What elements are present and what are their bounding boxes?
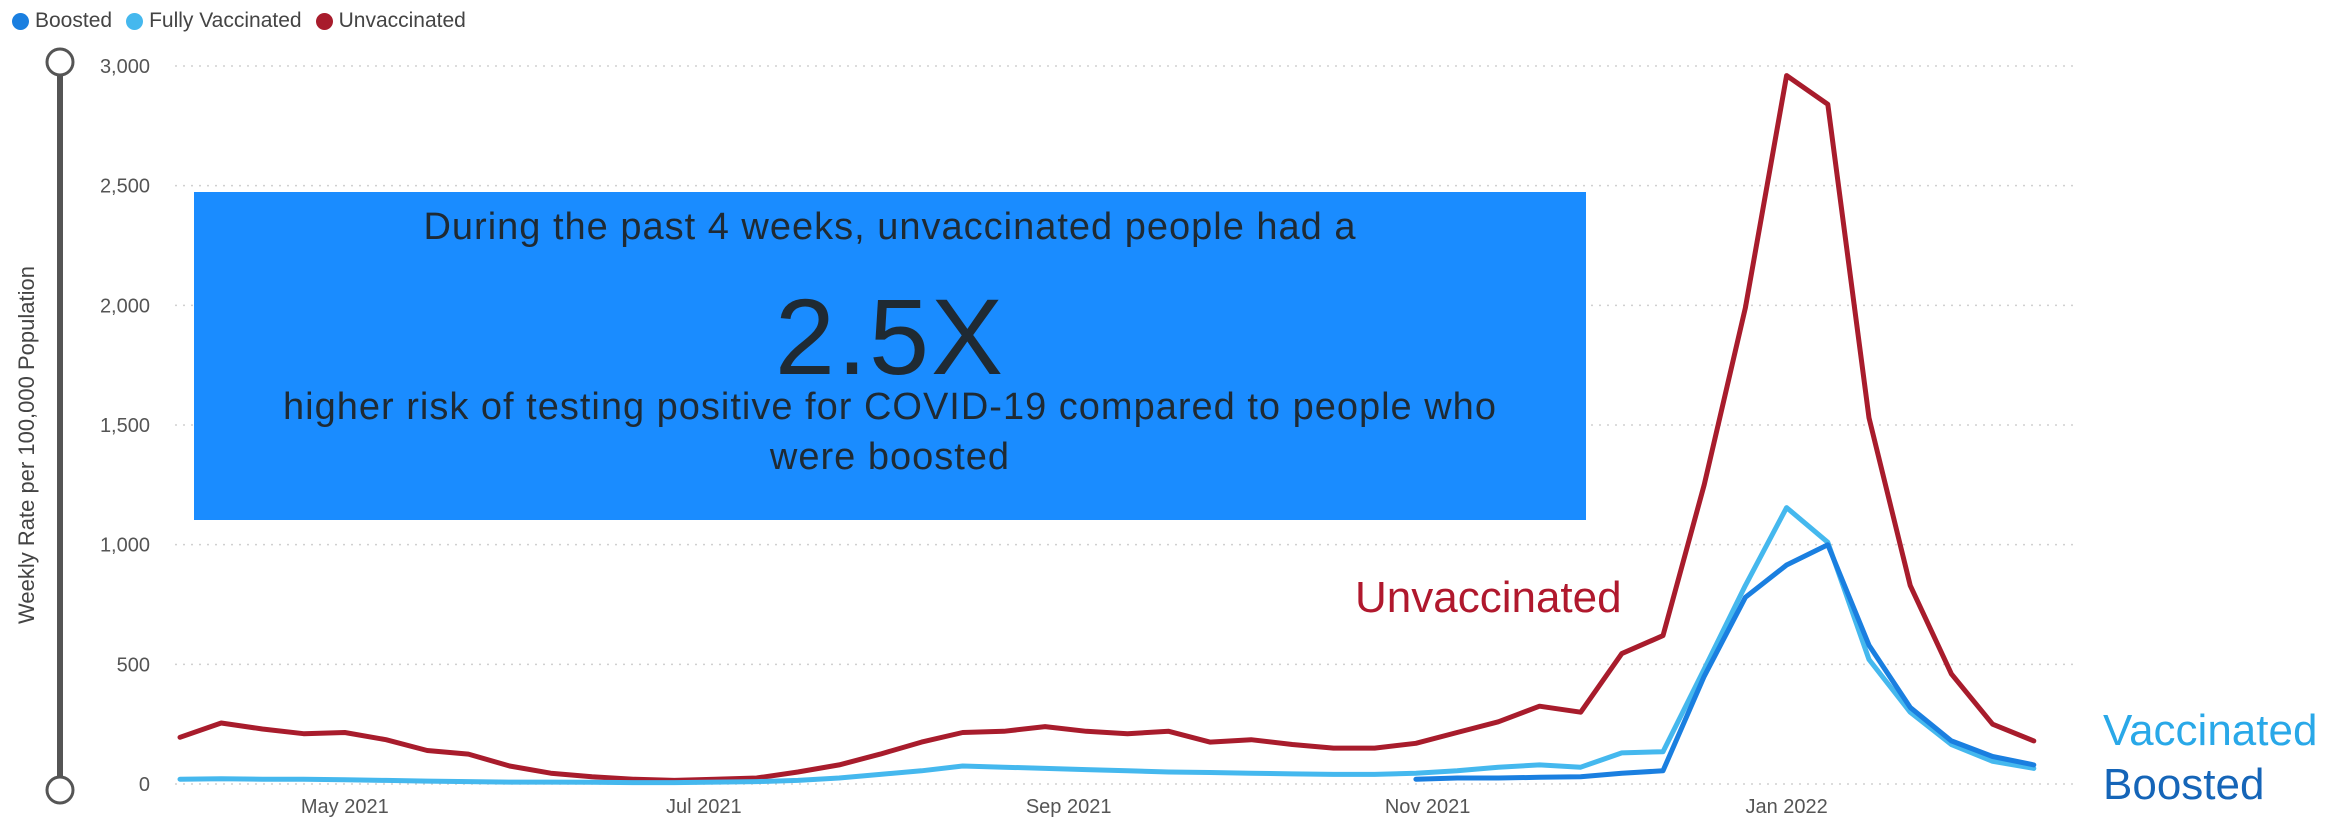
y-tick-label: 500 [117,654,150,676]
x-axis-ticks: May 2021 Jul 2021 Sep 2021 Nov 2021 Jan 2022 [301,796,1828,818]
legend-dot-unvaccinated [315,12,333,30]
series-line-vaccinated[interactable] [177,505,2037,786]
y-tick-label: 2,500 [100,176,150,198]
legend-item-boosted[interactable]: Boosted [12,9,112,33]
x-tick-label: Sep 2021 [1026,796,1112,818]
y-axis-label: Weekly Rate per 100,000 Population [14,266,39,624]
slider-handle-top[interactable] [45,47,75,77]
legend-label-unvaccinated: Unvaccinated [338,9,466,32]
legend-dot-vaccinated [126,12,144,30]
x-tick-label: Nov 2021 [1385,796,1471,818]
unvaccinated-series-label: Unvaccinated [1355,573,1622,622]
legend-item-unvaccinated[interactable]: Unvaccinated [315,9,466,33]
y-tick-label: 0 [139,774,150,796]
series-line-boosted[interactable] [1413,542,2037,782]
vaccinated-series-label: Vaccinated [2103,706,2318,755]
y-tick-label: 2,000 [100,295,150,317]
series-lines [177,73,2037,786]
boosted-series-label: Boosted [2103,760,2265,809]
series-line-unvaccinated[interactable] [177,73,2037,783]
x-tick-label: May 2021 [301,796,389,818]
y-axis-ticks: 0 500 1,000 1,500 2,000 2,500 3,000 [100,56,150,796]
slider-handle-bottom[interactable] [45,775,75,805]
x-tick-label: Jul 2021 [666,796,742,818]
callout-ratio: 2.5X [774,276,1006,397]
legend-dot-boosted [12,12,29,30]
callout-line2: higher risk of testing positive for COVI… [283,386,1497,478]
y-tick-label: 1,500 [100,415,150,437]
y-tick-label: 1,000 [100,535,150,557]
callout-line1: During the past 4 weeks, unvaccinated pe… [423,206,1357,248]
legend-label-vaccinated: Fully Vaccinated [149,9,302,32]
legend-item-vaccinated[interactable]: Fully Vaccinated [126,9,302,33]
x-tick-label: Jan 2022 [1745,796,1827,818]
y-range-slider[interactable] [45,47,75,805]
callout-box: During the past 4 weeks, unvaccinated pe… [194,192,1586,520]
legend-label-boosted: Boosted [35,9,113,32]
legend: Boosted Fully Vaccinated Unvaccinated [12,6,466,36]
y-tick-label: 3,000 [100,56,150,78]
